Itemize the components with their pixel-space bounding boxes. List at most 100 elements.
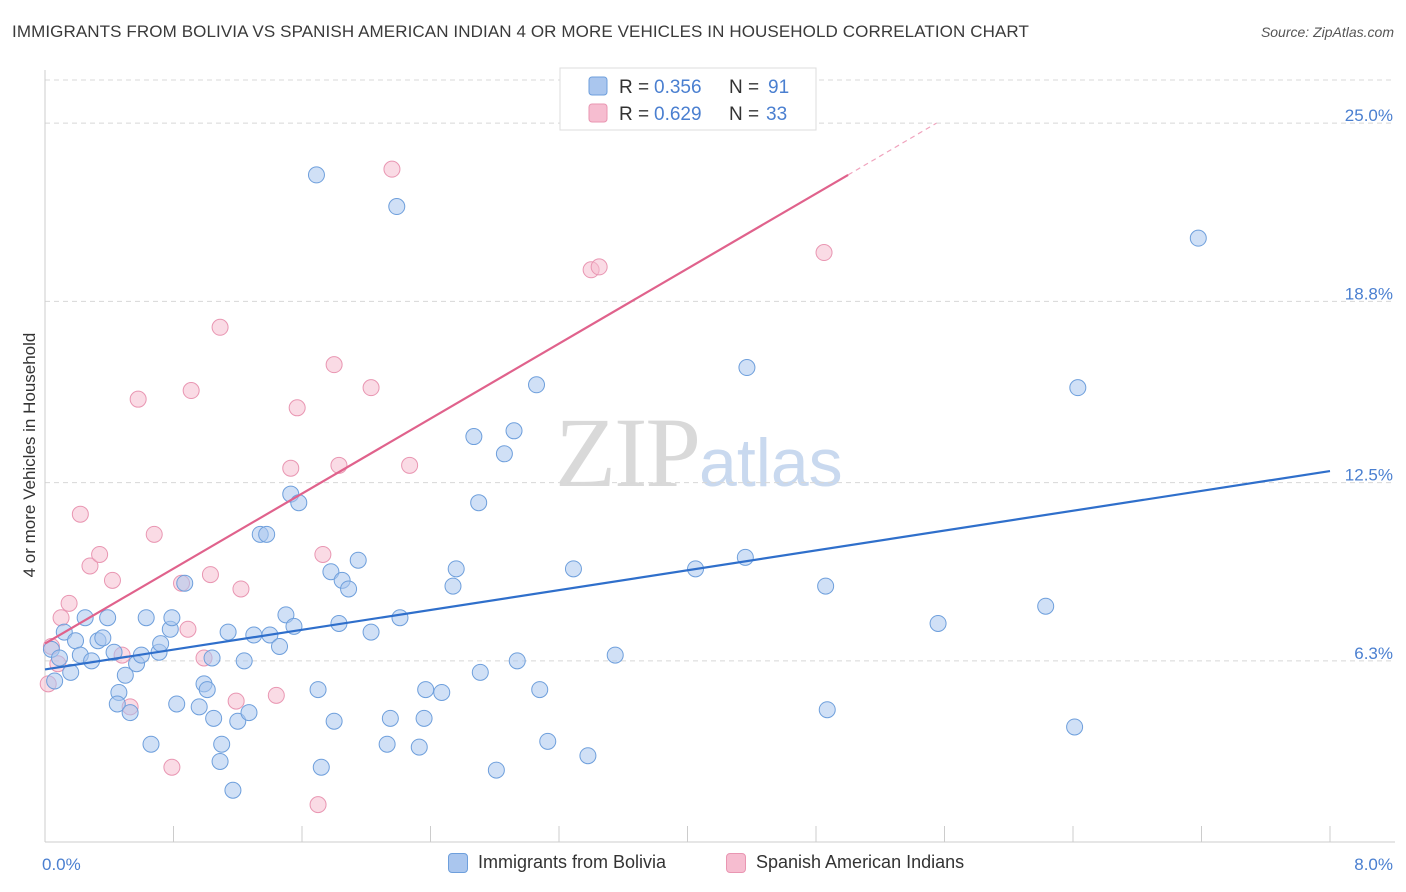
blue-point-71 xyxy=(487,761,505,779)
series-spanish-american-indians xyxy=(39,160,833,814)
blue-point-74 xyxy=(508,652,526,670)
pink-point-27 xyxy=(325,356,343,374)
blue-point-34 xyxy=(219,623,237,641)
blue-point-20 xyxy=(142,735,160,753)
blue-point-72 xyxy=(495,445,513,463)
blue-point-64 xyxy=(417,681,435,699)
pink-point-6 xyxy=(81,557,99,575)
blue-point-57 xyxy=(362,623,380,641)
blue-point-41 xyxy=(258,525,276,543)
pink-point-31 xyxy=(401,456,419,474)
legend-n-label-0: N = xyxy=(729,77,759,98)
blue-point-79 xyxy=(579,747,597,765)
pink-point-4 xyxy=(60,594,78,612)
series-immigrants-from-bolivia xyxy=(42,166,1207,799)
blue-point-44 xyxy=(277,606,295,624)
blue-point-22 xyxy=(152,635,170,653)
blue-point-33 xyxy=(213,735,231,753)
legend-bottom: Immigrants from Bolivia Spanish American… xyxy=(0,852,1406,876)
blue-point-47 xyxy=(290,494,308,512)
pink-point-5 xyxy=(71,505,89,523)
blue-point-32 xyxy=(211,752,229,770)
trend-lines xyxy=(44,122,1331,671)
blue-point-31 xyxy=(205,709,223,727)
blue-point-25 xyxy=(168,695,186,713)
blue-point-27 xyxy=(190,698,208,716)
pink-point-12 xyxy=(145,525,163,543)
blue-point-24 xyxy=(163,609,181,627)
blue-point-1 xyxy=(46,672,64,690)
pink-point-18 xyxy=(201,566,219,584)
blue-point-80 xyxy=(606,646,624,664)
pink-point-29 xyxy=(362,379,380,397)
blue-point-56 xyxy=(349,551,367,569)
pink-point-20 xyxy=(227,692,245,710)
legend-r-value-0: 0.356 xyxy=(654,77,702,98)
blue-point-43 xyxy=(271,637,289,655)
blue-point-29 xyxy=(198,681,216,699)
legend-r-label-0: R = xyxy=(619,77,649,98)
blue-point-83 xyxy=(738,359,756,377)
legend-swatch-bolivia xyxy=(448,852,468,873)
legend-swatch-pink xyxy=(588,103,608,123)
blue-point-19 xyxy=(137,609,155,627)
blue-point-75 xyxy=(528,376,546,394)
blue-point-68 xyxy=(465,428,483,446)
pink-trend-line xyxy=(44,173,849,645)
blue-point-76 xyxy=(531,681,549,699)
blue-point-90 xyxy=(1189,229,1207,247)
pink-trend-extension xyxy=(847,122,937,176)
pink-point-25 xyxy=(309,796,327,814)
blue-point-5 xyxy=(67,632,85,650)
legend-item-spanish-american-indians: Spanish American Indians xyxy=(726,852,964,873)
blue-point-12 xyxy=(105,643,123,661)
blue-point-16 xyxy=(121,704,139,722)
blue-point-67 xyxy=(447,560,465,578)
blue-point-66 xyxy=(444,577,462,595)
grid-lines xyxy=(45,79,1395,662)
pink-point-30 xyxy=(383,160,401,178)
legend-swatch-spanish-american-indians xyxy=(726,852,746,873)
blue-point-14 xyxy=(108,695,126,713)
blue-point-38 xyxy=(240,704,258,722)
watermark-zip: ZIP xyxy=(555,397,701,508)
blue-point-78 xyxy=(564,560,582,578)
blue-point-58 xyxy=(378,735,396,753)
chart-title: IMMIGRANTS FROM BOLIVIA VS SPANISH AMERI… xyxy=(12,22,1029,41)
y-tick-label-1: 12.5% xyxy=(1345,466,1393,485)
blue-point-30 xyxy=(203,649,221,667)
blue-point-87 xyxy=(1037,597,1055,615)
legend-n-label-1: N = xyxy=(729,104,759,125)
blue-point-10 xyxy=(94,629,112,647)
blue-point-49 xyxy=(309,681,327,699)
blue-point-26 xyxy=(176,574,194,592)
pink-point-7 xyxy=(91,545,109,563)
pink-point-19 xyxy=(211,318,229,336)
pink-point-15 xyxy=(179,620,197,638)
blue-point-69 xyxy=(470,494,488,512)
y-tick-label-3: 25.0% xyxy=(1345,106,1393,125)
source-label: Source: ZipAtlas.com xyxy=(1260,24,1394,40)
blue-point-88 xyxy=(1066,718,1084,736)
legend-r-label-1: R = xyxy=(619,104,649,125)
legend-item-bolivia: Immigrants from Bolivia xyxy=(448,852,666,873)
blue-point-4 xyxy=(62,663,80,681)
blue-point-51 xyxy=(322,563,340,581)
legend-swatch-blue xyxy=(588,76,608,96)
x-tick-labels: 0.0% 8.0% xyxy=(42,855,1393,874)
legend-n-value-1: 33 xyxy=(766,104,787,125)
pink-point-3 xyxy=(52,609,70,627)
blue-trend-line xyxy=(44,469,1331,671)
pink-point-16 xyxy=(182,382,200,400)
legend-label-spanish-american-indians: Spanish American Indians xyxy=(756,852,965,872)
pink-point-23 xyxy=(282,459,300,477)
pink-point-26 xyxy=(314,545,332,563)
pink-point-34 xyxy=(815,244,833,262)
blue-point-36 xyxy=(229,712,247,730)
legend-label-bolivia: Immigrants from Bolivia xyxy=(478,852,667,872)
blue-point-63 xyxy=(415,709,433,727)
legend-n-value-0: 91 xyxy=(768,77,789,98)
blue-point-89 xyxy=(1069,379,1087,397)
blue-point-2 xyxy=(50,649,68,667)
